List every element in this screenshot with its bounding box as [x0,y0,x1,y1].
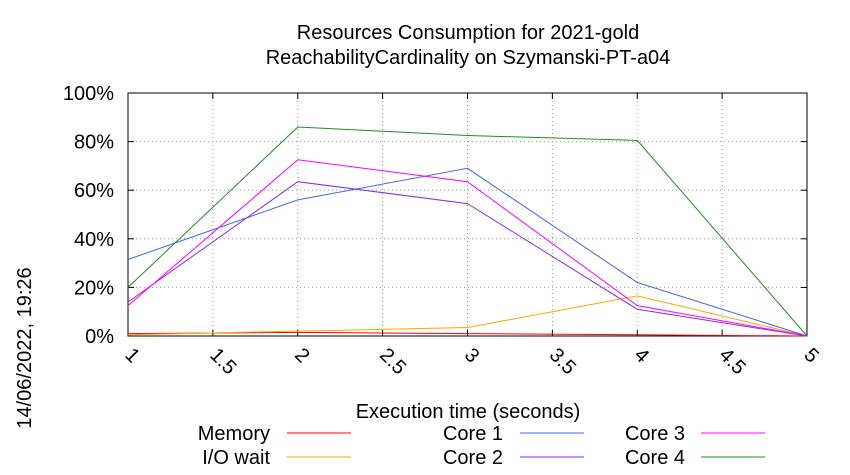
legend-label-memory: Memory [198,423,270,445]
legend-label-core-3: Core 3 [625,423,685,445]
x-tick-label: 1.5 [205,344,240,379]
chart-title-line1: Resources Consumption for 2021-gold [297,22,639,44]
x-tick-label: 4.5 [715,344,750,379]
y-tick-label: 20% [74,277,114,299]
timestamp: 14/06/2022, 19:26 [14,267,36,428]
x-tick-label: 1 [120,344,143,367]
chart-title-line2: ReachabilityCardinality on Szymanski-PT-… [266,47,671,69]
x-tick-label: 5 [799,344,822,367]
grid [128,93,807,336]
x-tick-label: 3 [460,344,483,367]
series-lines [127,126,808,337]
series-line-core-1 [127,167,808,337]
x-tick-label: 4 [630,344,653,367]
legend-label-core-1: Core 1 [443,423,503,445]
y-tick-label: 0% [85,326,114,348]
y-tick-label: 80% [74,132,114,154]
y-tick-label: 40% [74,229,114,251]
x-axis-label: Execution time (seconds) [356,401,581,423]
y-tick-label: 60% [74,180,114,202]
legend-label-core-2: Core 2 [443,447,503,469]
series-line-core-2 [127,181,808,337]
series-line-i-o-wait [127,295,808,337]
x-tick-label: 3.5 [545,344,580,379]
series-line-core-4 [127,126,808,337]
legend-label-i-o-wait: I/O wait [202,447,270,469]
x-tick-label: 2.5 [375,344,410,379]
x-tick-label: 2 [290,344,313,367]
series-line-core-3 [127,159,808,337]
y-tick-label: 100% [63,83,114,105]
y-axis-ticks: 0% 20% 40% 60% 80% 100% [63,83,807,348]
legend-label-core-4: Core 4 [625,447,685,469]
plot-frame [127,92,808,337]
